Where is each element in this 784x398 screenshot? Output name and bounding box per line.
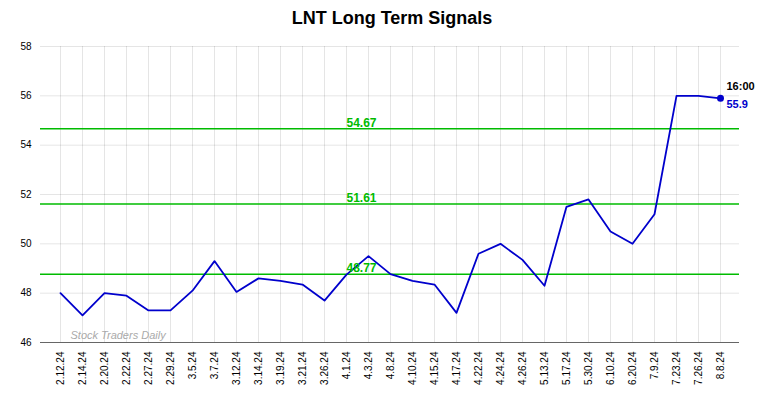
svg-text:51.61: 51.61	[347, 191, 377, 205]
svg-text:7.9.24: 7.9.24	[649, 351, 660, 379]
svg-text:4.15.24: 4.15.24	[429, 351, 440, 385]
svg-text:46: 46	[20, 337, 32, 348]
svg-text:48.77: 48.77	[347, 261, 377, 275]
svg-text:5.30.24: 5.30.24	[583, 351, 594, 385]
svg-text:3.26.24: 3.26.24	[319, 351, 330, 385]
svg-text:7.26.24: 7.26.24	[693, 351, 704, 385]
svg-text:3.21.24: 3.21.24	[297, 351, 308, 385]
svg-text:3.5.24: 3.5.24	[187, 351, 198, 379]
svg-text:4.24.24: 4.24.24	[495, 351, 506, 385]
svg-text:6.10.24: 6.10.24	[605, 351, 616, 385]
svg-text:5.13.24: 5.13.24	[539, 351, 550, 385]
svg-text:7.23.24: 7.23.24	[671, 351, 682, 385]
svg-text:4.3.24: 4.3.24	[363, 351, 374, 379]
svg-text:4.22.24: 4.22.24	[473, 351, 484, 385]
svg-text:2.20.24: 2.20.24	[99, 351, 110, 385]
svg-text:52: 52	[20, 189, 32, 200]
svg-text:2.22.24: 2.22.24	[121, 351, 132, 385]
svg-text:48: 48	[20, 287, 32, 298]
svg-text:2.14.24: 2.14.24	[77, 351, 88, 385]
svg-text:4.10.24: 4.10.24	[407, 351, 418, 385]
svg-text:54.67: 54.67	[347, 116, 377, 130]
svg-text:3.19.24: 3.19.24	[275, 351, 286, 385]
svg-text:58: 58	[20, 41, 32, 52]
svg-text:50: 50	[20, 238, 32, 249]
svg-text:4.26.24: 4.26.24	[517, 351, 528, 385]
svg-text:Stock Traders Daily: Stock Traders Daily	[71, 329, 168, 341]
svg-text:16:00: 16:00	[727, 80, 755, 92]
svg-text:4.8.24: 4.8.24	[385, 351, 396, 379]
svg-text:54: 54	[20, 139, 32, 150]
svg-text:56: 56	[20, 90, 32, 101]
svg-text:5.17.24: 5.17.24	[561, 351, 572, 385]
svg-text:55.9: 55.9	[727, 98, 748, 110]
svg-text:2.29.24: 2.29.24	[165, 351, 176, 385]
svg-text:4.17.24: 4.17.24	[451, 351, 462, 385]
svg-text:3.7.24: 3.7.24	[209, 351, 220, 379]
svg-text:6.20.24: 6.20.24	[627, 351, 638, 385]
html-text:LNT Long Term Signals: LNT Long Term Signals	[291, 8, 493, 28]
svg-text:8.8.24: 8.8.24	[715, 351, 726, 379]
svg-text:3.14.24: 3.14.24	[253, 351, 264, 385]
svg-text:4.1.24: 4.1.24	[341, 351, 352, 379]
svg-text:2.12.24: 2.12.24	[55, 351, 66, 385]
svg-text:3.12.24: 3.12.24	[231, 351, 242, 385]
svg-text:2.27.24: 2.27.24	[143, 351, 154, 385]
